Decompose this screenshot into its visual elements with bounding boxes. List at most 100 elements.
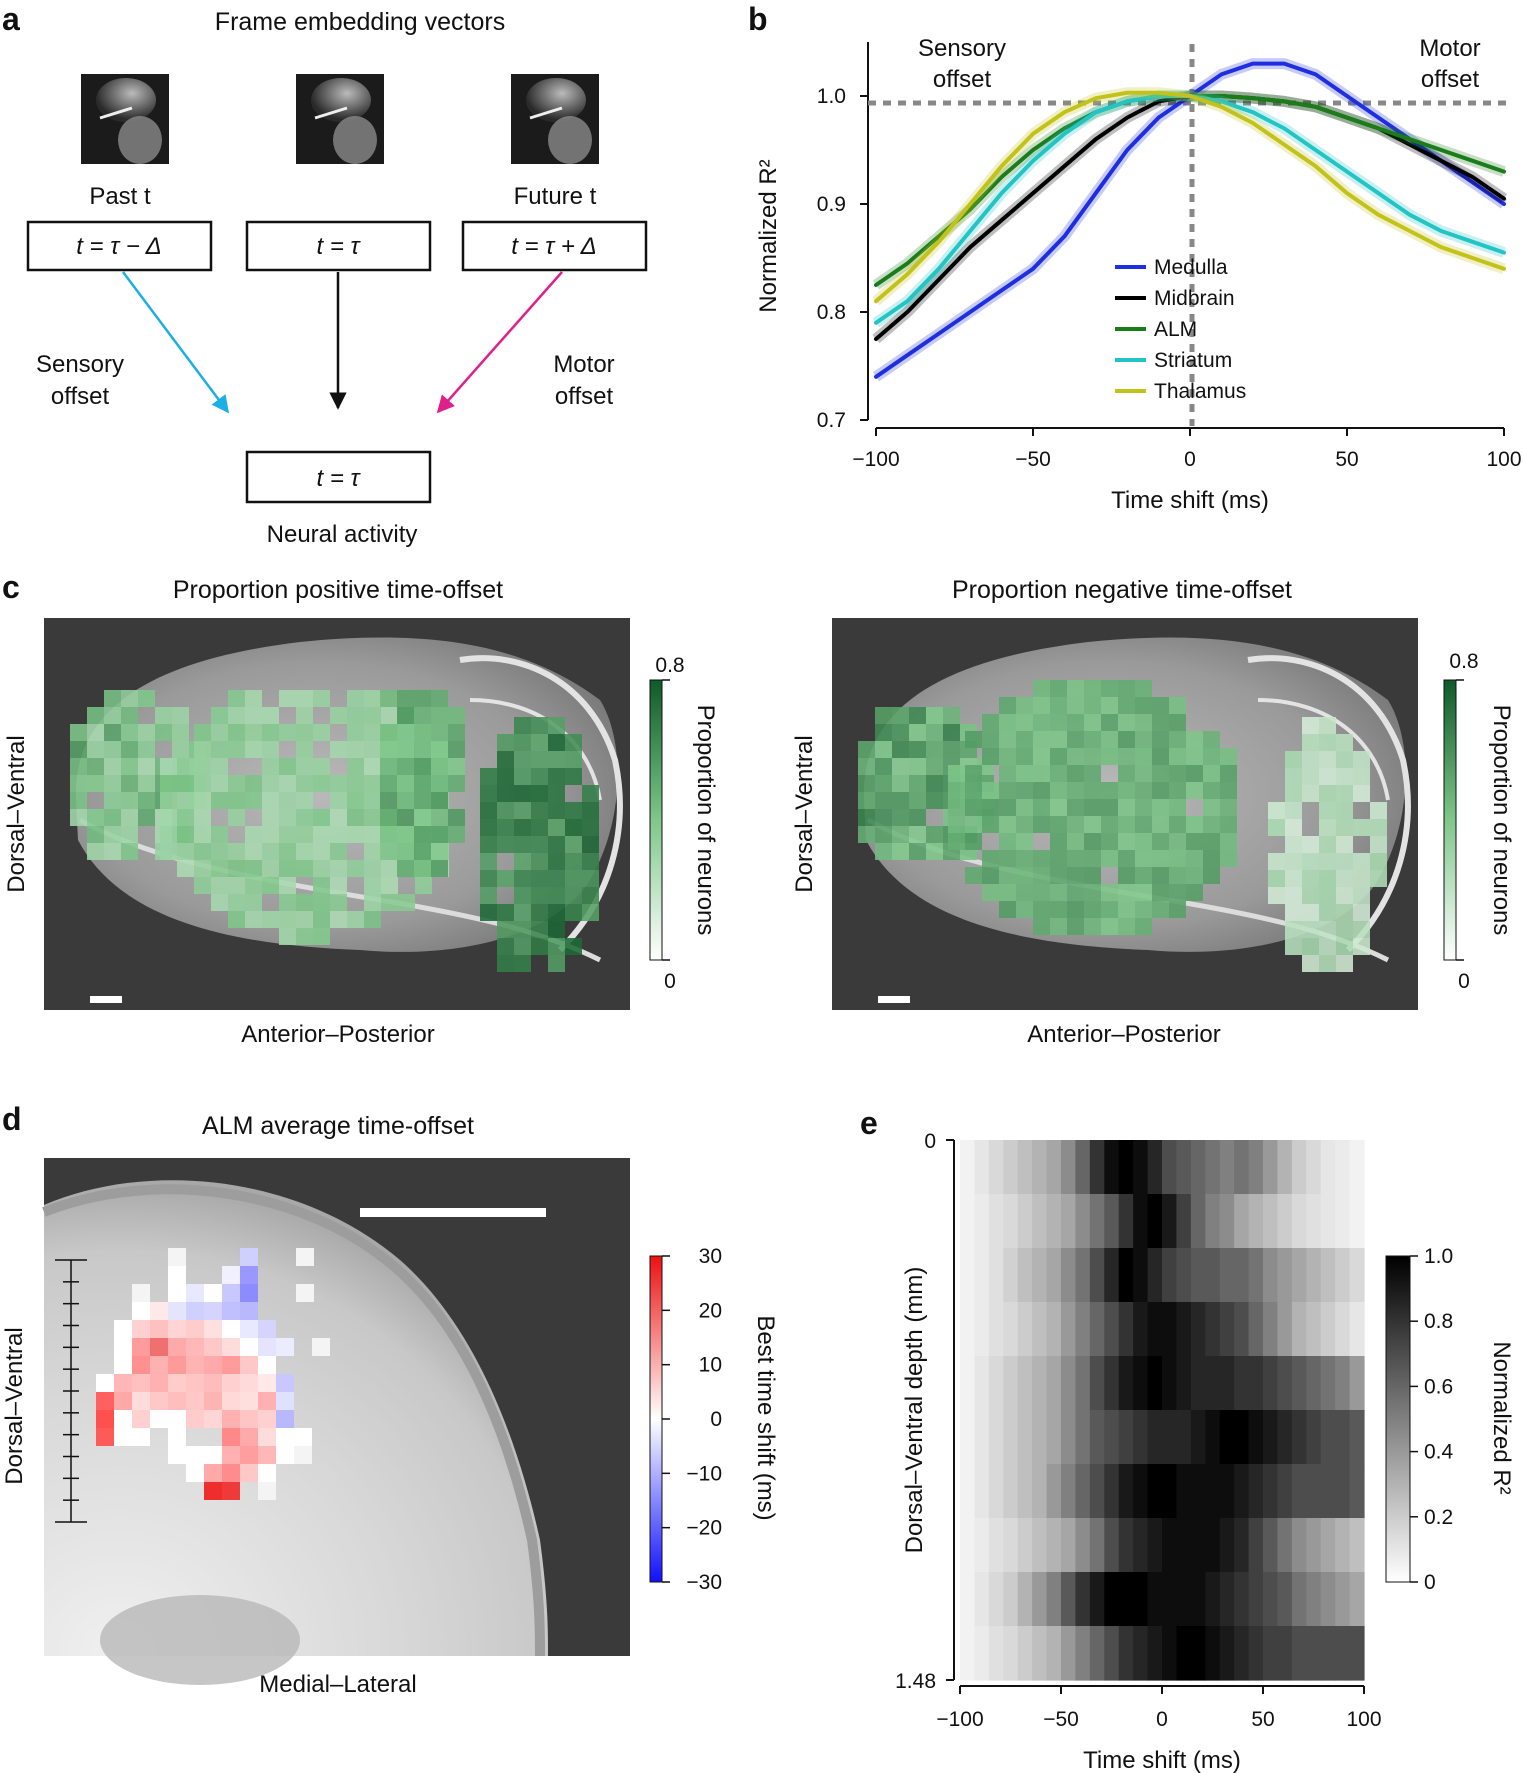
brain-cell bbox=[381, 877, 398, 894]
heatmap-cell bbox=[1335, 1572, 1351, 1627]
alm-cell bbox=[114, 1410, 132, 1428]
brain-cell bbox=[909, 707, 926, 724]
alm-cell bbox=[96, 1428, 114, 1446]
heatmap-cell bbox=[1032, 1248, 1048, 1303]
alm-cell bbox=[222, 1374, 240, 1392]
heatmap-cell bbox=[1176, 1140, 1192, 1195]
brain-cell bbox=[330, 809, 347, 826]
brain-cell bbox=[1084, 901, 1101, 918]
brain-cell bbox=[1118, 714, 1135, 731]
brain-cell bbox=[999, 867, 1016, 884]
brain-cell bbox=[982, 714, 999, 731]
alm-cell bbox=[168, 1374, 186, 1392]
heatmap-cell bbox=[960, 1518, 976, 1573]
brain-cell bbox=[211, 843, 228, 860]
heatmap-cell bbox=[1032, 1410, 1048, 1465]
brain-cell bbox=[948, 816, 965, 833]
brain-cell bbox=[1152, 731, 1169, 748]
brain-cell bbox=[415, 877, 432, 894]
brain-cell bbox=[1186, 850, 1203, 867]
brain-cell bbox=[279, 690, 296, 707]
brain-cell bbox=[892, 826, 909, 843]
e-ytick-label: 1.48 bbox=[895, 1670, 936, 1693]
brain-cell bbox=[965, 833, 982, 850]
brain-cell bbox=[194, 792, 211, 809]
brain-cell bbox=[1084, 867, 1101, 884]
heatmap-cell bbox=[1046, 1248, 1062, 1303]
heatmap-cell bbox=[1349, 1302, 1365, 1357]
brain-cell bbox=[1118, 697, 1135, 714]
neural-box-text: t = τ bbox=[317, 465, 362, 492]
brain-cell bbox=[431, 792, 448, 809]
sensory-offset-line1: Sensory bbox=[36, 351, 124, 378]
brain-cell bbox=[364, 860, 381, 877]
heatmap-cell bbox=[1176, 1572, 1192, 1627]
e-cbar-tick-label: 1.0 bbox=[1424, 1245, 1453, 1268]
brain-cell bbox=[211, 707, 228, 724]
b-annot-motor-1: Motor bbox=[1419, 35, 1480, 62]
brain-cell bbox=[1050, 901, 1067, 918]
neural-box bbox=[245, 450, 432, 504]
brain-cell bbox=[87, 775, 104, 792]
brain-cell bbox=[948, 799, 965, 816]
alm-cell bbox=[150, 1374, 168, 1392]
brain-cell bbox=[497, 785, 514, 802]
brain-cell bbox=[531, 938, 548, 955]
brain-cell bbox=[1033, 918, 1050, 935]
heatmap-cell bbox=[1118, 1302, 1134, 1357]
heatmap-cell bbox=[1349, 1626, 1365, 1681]
heatmap-cell bbox=[1320, 1356, 1336, 1411]
heatmap-cell bbox=[1263, 1464, 1279, 1519]
motor-arrow bbox=[436, 271, 563, 414]
brain-cell bbox=[1033, 782, 1050, 799]
brain-cell bbox=[1135, 884, 1152, 901]
heatmap-cell bbox=[1306, 1626, 1322, 1681]
e-colorbar: 1.0 0.8 0.6 0.4 0.2 0 Normalized R² bbox=[1385, 1245, 1515, 1594]
brain-cell bbox=[1101, 714, 1118, 731]
brain-cell bbox=[1186, 765, 1203, 782]
brain-cell bbox=[330, 826, 347, 843]
brain-cell bbox=[1050, 884, 1067, 901]
e-cbar-tick-label: 0.6 bbox=[1424, 1375, 1453, 1398]
brain-cell bbox=[548, 904, 565, 921]
brain-cell bbox=[1203, 867, 1220, 884]
heatmap-cell bbox=[1349, 1518, 1365, 1573]
brain-cell bbox=[296, 775, 313, 792]
brain-cell bbox=[1067, 850, 1084, 867]
brain-cell bbox=[364, 758, 381, 775]
brain-cell bbox=[1101, 748, 1118, 765]
brain-cell bbox=[1152, 884, 1169, 901]
d-cbar-tick-label: −10 bbox=[686, 1462, 722, 1485]
heatmap-cell bbox=[1133, 1302, 1149, 1357]
alm-cell bbox=[204, 1446, 222, 1464]
brain-cell bbox=[948, 833, 965, 850]
brain-cell bbox=[926, 724, 943, 741]
brain-cell bbox=[177, 826, 194, 843]
brain-cell bbox=[480, 887, 497, 904]
brain-cell bbox=[414, 775, 431, 792]
e-xtick-label: −100 bbox=[936, 1708, 983, 1731]
brain-cell bbox=[296, 911, 313, 928]
brain-cell bbox=[1302, 955, 1319, 972]
brain-cell bbox=[582, 887, 599, 904]
e-cbar-tick-label: 0.8 bbox=[1424, 1310, 1453, 1333]
c-right-cbar-min: 0 bbox=[1458, 970, 1470, 993]
alm-cell bbox=[258, 1320, 276, 1338]
brain-cell bbox=[121, 826, 138, 843]
brain-cell bbox=[875, 758, 892, 775]
heatmap-cell bbox=[1075, 1410, 1091, 1465]
brain-cell bbox=[1169, 748, 1186, 765]
heatmap-cell bbox=[1205, 1140, 1221, 1195]
brain-cell bbox=[1050, 697, 1067, 714]
brain-cell bbox=[1152, 748, 1169, 765]
alm-cell bbox=[296, 1284, 314, 1302]
brain-cell bbox=[1084, 697, 1101, 714]
mouse-frame-present bbox=[296, 74, 384, 164]
brain-cell bbox=[87, 741, 104, 758]
brain-cell bbox=[211, 826, 228, 843]
brain-cell bbox=[1319, 904, 1336, 921]
brain-cell bbox=[1285, 921, 1302, 938]
heatmap-cell bbox=[1046, 1572, 1062, 1627]
brain-cell bbox=[211, 758, 228, 775]
brain-cell bbox=[245, 826, 262, 843]
